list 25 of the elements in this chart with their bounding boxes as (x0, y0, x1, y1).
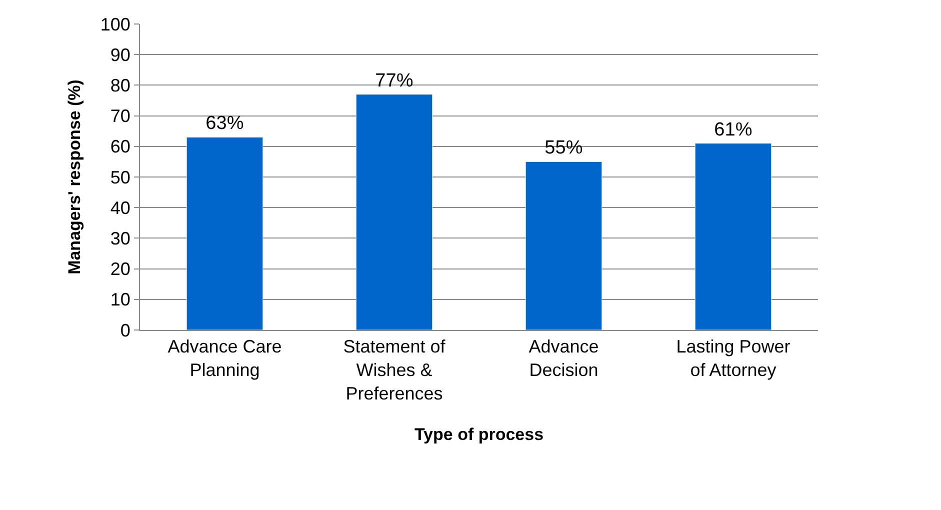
y-tick-label: 10 (110, 290, 130, 310)
x-axis-title: Type of process (414, 424, 544, 444)
data-label: 61% (714, 119, 752, 140)
y-tick-label: 40 (110, 198, 130, 218)
y-tick-label: 0 (120, 320, 130, 340)
y-tick-label: 80 (110, 76, 130, 96)
y-tick-label: 100 (100, 14, 130, 34)
bar (186, 136, 264, 330)
y-tick-label: 90 (110, 44, 130, 65)
data-label: 63% (206, 113, 244, 134)
bar (694, 143, 772, 330)
data-label: 55% (544, 138, 583, 159)
y-tick-label: 60 (110, 136, 130, 157)
bar (525, 161, 602, 330)
x-tick-label: Advance Care Planning (168, 336, 282, 380)
data-label: 77% (375, 70, 414, 92)
y-tick-label: 20 (110, 259, 130, 280)
y-tick-label: 30 (110, 228, 130, 248)
x-tick-label: Lasting Power of Attorney (676, 336, 790, 380)
y-tick-label: 70 (110, 106, 130, 126)
bar (356, 94, 433, 330)
x-tick-label: Statement of Wishes & Preferences (343, 336, 446, 404)
y-tick-label: 50 (110, 167, 130, 188)
x-tick-label: Advance Decision (528, 336, 599, 380)
y-axis-title: Managers' response (%) (64, 80, 84, 274)
